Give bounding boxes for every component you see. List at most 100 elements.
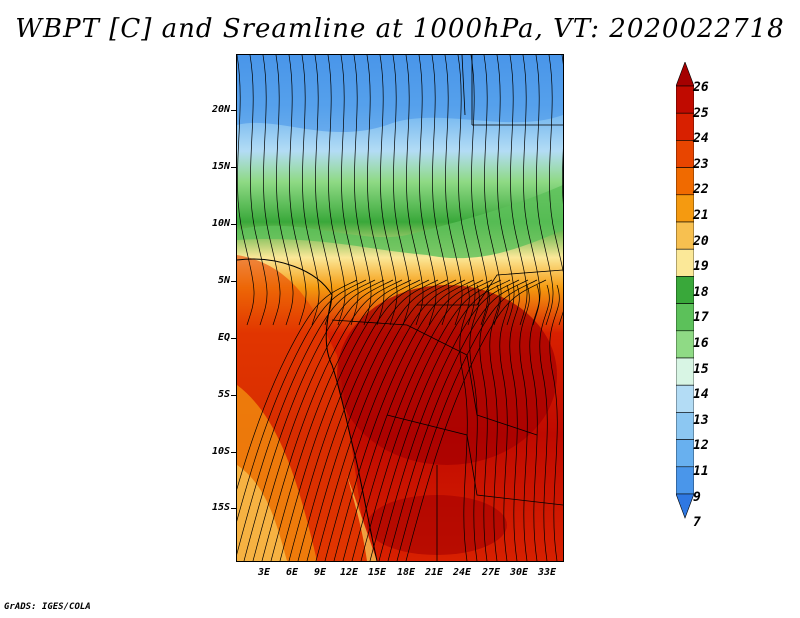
- streamline: [496, 55, 515, 326]
- lat-tick: [231, 508, 236, 509]
- colorbar-label: 25: [693, 105, 709, 121]
- streamline: [444, 55, 463, 326]
- streamline: [252, 279, 394, 561]
- streamline: [392, 55, 411, 326]
- streamline: [549, 284, 560, 561]
- streamline: [360, 279, 502, 561]
- colorbar-label: 14: [693, 387, 709, 403]
- lat-label-15n: 15N: [211, 161, 230, 172]
- streamline: [301, 55, 320, 326]
- lat-tick: [231, 281, 236, 282]
- colorbar-label: 13: [693, 412, 709, 428]
- streamline: [509, 55, 528, 326]
- streamline: [387, 279, 529, 561]
- streamline: [418, 55, 437, 326]
- streamline: [539, 284, 550, 561]
- colorbar-segment: [676, 276, 694, 304]
- streamline: [327, 55, 346, 326]
- lon-label-27e: 27E: [481, 567, 501, 578]
- map-canvas: [237, 55, 563, 561]
- streamline: [306, 279, 448, 561]
- coast-band: [347, 475, 377, 561]
- lon-label-30e: 30E: [509, 567, 529, 578]
- colorbar: [676, 62, 694, 519]
- lon-label-12e: 12E: [339, 567, 359, 578]
- streamline: [249, 55, 268, 326]
- colorbar-bottom-arrow: [676, 493, 694, 519]
- streamline: [535, 55, 554, 326]
- colorbar-segment: [676, 167, 694, 196]
- lon-label-21e: 21E: [424, 567, 444, 578]
- lat-tick: [231, 338, 236, 339]
- lat-label-5s: 5S: [217, 389, 230, 400]
- sahel-green-band: [237, 185, 563, 259]
- streamline: [483, 55, 502, 326]
- streamline: [522, 55, 541, 326]
- colorbar-label: 20: [693, 233, 709, 249]
- lat-tick: [231, 395, 236, 396]
- lat-label-15s: 15S: [211, 502, 230, 513]
- streamline: [243, 279, 385, 561]
- lat-tick: [231, 224, 236, 225]
- streamline: [340, 55, 359, 326]
- streamline: [288, 279, 430, 561]
- streamline: [353, 55, 372, 326]
- lon-label-3e: 3E: [257, 567, 271, 578]
- lon-label-9e: 9E: [313, 567, 327, 578]
- streamline: [469, 284, 480, 561]
- colorbar-segment: [676, 303, 694, 332]
- colorbar-label: 12: [693, 438, 709, 454]
- colorbar-label: 24: [693, 131, 709, 147]
- colorbar-label: 16: [693, 336, 709, 351]
- streamline: [237, 55, 255, 326]
- streamline: [342, 279, 484, 561]
- lat-label-10n: 10N: [211, 218, 230, 229]
- colorbar-label: 17: [693, 310, 709, 326]
- colorbar-label: 22: [693, 182, 709, 198]
- lon-label-33e: 33E: [537, 567, 557, 578]
- north-cool-band: [237, 55, 563, 133]
- colorbar-segment: [676, 466, 694, 495]
- congo-hot-core: [337, 285, 557, 465]
- streamline: [379, 55, 398, 326]
- streamline: [369, 279, 511, 561]
- streamline: [261, 279, 403, 561]
- colorbar-label: 19: [693, 259, 709, 275]
- colorbar-segment: [676, 194, 694, 223]
- streamline: [470, 55, 489, 326]
- streamline: [275, 55, 294, 326]
- streamline: [237, 279, 376, 555]
- streamline: [499, 284, 510, 561]
- streamline: [519, 284, 530, 561]
- colorbar-label: 26: [693, 80, 709, 95]
- colorbar-segment: [676, 384, 694, 413]
- streamline: [237, 279, 367, 522]
- lat-label-5n: 5N: [217, 275, 230, 286]
- lon-label-24e: 24E: [452, 567, 472, 578]
- colorbar-label: 21: [693, 208, 709, 223]
- streamline: [405, 55, 424, 326]
- streamline: [270, 279, 412, 561]
- colorbar-segment: [676, 357, 694, 386]
- streamline: [351, 279, 493, 561]
- streamline: [262, 55, 281, 326]
- coastline: [237, 258, 378, 561]
- lon-label-15e: 15E: [367, 567, 387, 578]
- colorbar-label: 7: [693, 515, 701, 531]
- streamline: [459, 284, 470, 561]
- streamline: [324, 279, 466, 561]
- streamlines: [237, 55, 563, 561]
- streamline: [548, 55, 563, 326]
- streamline: [288, 55, 307, 326]
- map-title: WBPT [C] and Sreamline at 1000hPa, VT: 2…: [15, 14, 785, 44]
- streamline: [378, 279, 520, 561]
- colorbar-segment: [676, 412, 694, 440]
- streamline: [366, 55, 385, 326]
- streamline: [333, 279, 475, 561]
- lon-label-18e: 18E: [396, 567, 416, 578]
- colorbar-label: 11: [693, 464, 709, 479]
- map-panel: [236, 54, 564, 562]
- streamline: [297, 279, 439, 561]
- lat-tick: [231, 167, 236, 168]
- streamline: [509, 284, 520, 561]
